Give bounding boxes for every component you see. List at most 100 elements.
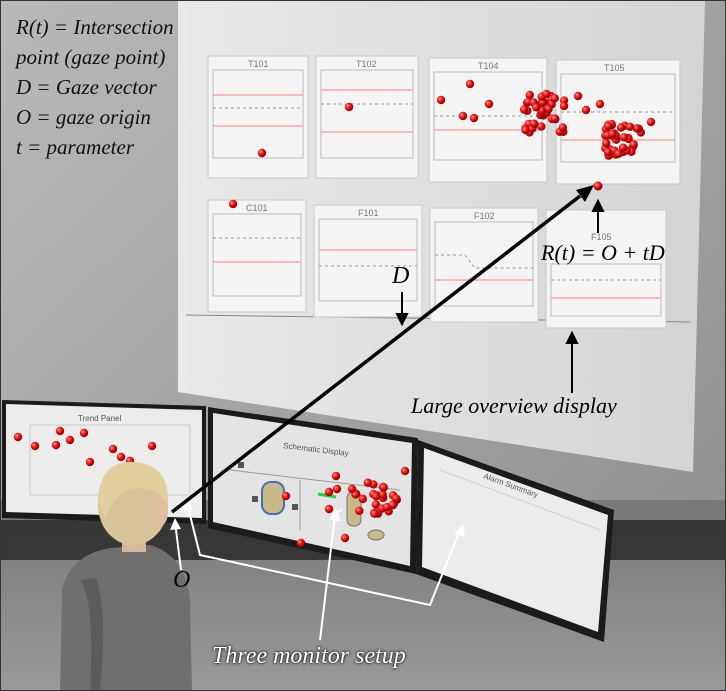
gaze-point-dot <box>257 148 267 158</box>
gaze-vector-arrow <box>170 185 594 514</box>
panel-f101: F101 <box>313 204 423 318</box>
gaze-point-dot <box>521 125 530 135</box>
gaze-point-dot <box>378 490 387 499</box>
gaze-point-dot <box>55 426 65 436</box>
gaze-point-dot <box>436 95 446 105</box>
panel-title-f105: F105 <box>591 232 612 242</box>
gaze-point-dot <box>616 123 626 132</box>
center-monitor: Schematic Display <box>208 407 418 574</box>
gaze-point-dot <box>525 90 534 100</box>
gaze-point-dot <box>228 199 238 209</box>
gaze-point-dot <box>619 133 629 142</box>
gaze-point-dot <box>629 140 638 149</box>
gaze-point-dot <box>358 494 368 504</box>
gaze-point-dot <box>347 484 357 494</box>
pointer-arrowheads <box>170 498 465 537</box>
panel-title-f102: F102 <box>474 211 495 221</box>
display-panels: T101 T102 T104 T105 <box>207 55 681 329</box>
gaze-point-dot <box>65 435 75 445</box>
gaze-point-dot <box>85 457 95 467</box>
gaze-point-dot <box>601 139 611 148</box>
gaze-point-dot <box>344 102 354 112</box>
gaze-point-dot <box>542 89 551 99</box>
gaze-point-dot <box>646 117 656 127</box>
gaze-points-large-display <box>228 79 656 209</box>
gaze-point-dot <box>614 149 623 158</box>
panel-title-t102: T102 <box>356 59 377 69</box>
legend-line-d: D = Gaze vector <box>16 75 157 99</box>
gaze-point-dot <box>108 444 118 454</box>
gaze-point-dot <box>400 466 410 476</box>
gaze-point-dot <box>558 123 567 132</box>
gaze-point-dot <box>379 483 388 492</box>
gaze-point-dot <box>147 441 157 451</box>
gaze-point-dot <box>296 538 306 548</box>
gaze-point-dot <box>281 491 291 501</box>
legend-line-rt: R(t) = Intersection <box>16 15 174 39</box>
gaze-point-dot <box>603 147 613 157</box>
gaze-point-dot <box>355 506 364 515</box>
legend-line-o: O = gaze origin <box>16 105 151 129</box>
gaze-point-dot <box>332 484 342 494</box>
gaze-point-dot <box>458 111 468 121</box>
gaze-point-dot <box>532 103 541 112</box>
gaze-point-dot <box>116 452 126 462</box>
gaze-origin-label: O <box>173 567 191 593</box>
panel-f105: F105 <box>545 209 667 329</box>
gaze-point-dot <box>529 119 539 128</box>
gaze-point-dot <box>573 91 583 101</box>
left-monitor-title: Trend Panel <box>78 414 122 423</box>
legend: R(t) = Intersection point (gaze point) D… <box>16 12 174 162</box>
gaze-point-dot <box>484 99 494 109</box>
gaze-point-dot <box>544 104 553 114</box>
gaze-point-dot <box>388 500 398 510</box>
panel-title-t104: T104 <box>478 61 499 71</box>
gaze-point-dot <box>30 441 40 451</box>
gaze-point-dot <box>632 124 641 133</box>
panel-t102: T102 <box>315 55 419 179</box>
gaze-point-dot <box>469 113 479 123</box>
gaze-point-dot <box>51 440 61 450</box>
gaze-point-dot <box>324 487 334 497</box>
gaze-point-dot <box>371 500 381 509</box>
gaze-point-dot <box>604 121 613 131</box>
right-monitor: Alarm Summary <box>416 440 614 642</box>
gaze-point-dot <box>79 428 89 438</box>
gaze-point-dot <box>363 478 373 487</box>
gaze-point-dot <box>625 122 635 131</box>
panel-title-t101: T101 <box>248 59 269 69</box>
gaze-point-dot <box>371 492 381 501</box>
gaze-point-dot <box>392 494 401 503</box>
gaze-point-dot <box>324 504 334 514</box>
gaze-point-dot <box>618 143 628 152</box>
gaze-point-dot <box>559 101 569 111</box>
gaze-point-dot <box>13 432 23 442</box>
gaze-points-monitors <box>13 426 410 548</box>
gaze-point-dot <box>537 122 546 131</box>
gaze-point-dot <box>581 105 591 115</box>
gaze-point-dot <box>608 129 617 138</box>
intersection-gaze-point <box>593 181 603 191</box>
panel-title-f101: F101 <box>358 208 379 218</box>
panel-t105: T105 <box>555 59 681 185</box>
gaze-vector-label: D <box>392 263 410 289</box>
gaze-point-dot <box>331 471 341 481</box>
legend-line-gaze-point: point (gaze point) <box>16 45 166 69</box>
panel-t101: T101 <box>207 55 309 179</box>
gaze-point-dot <box>550 114 560 123</box>
gaze-point-dot <box>595 99 605 109</box>
gaze-point-dot <box>370 509 379 518</box>
gaze-point-dot <box>340 533 350 543</box>
label-arrows <box>395 198 605 393</box>
panel-title-c101: C101 <box>246 203 268 213</box>
gaze-point-dot <box>519 105 529 114</box>
operator-figure <box>60 461 192 691</box>
panel-c101: C101 <box>207 199 307 313</box>
gaze-point-dot <box>465 79 475 89</box>
legend-line-t: t = parameter <box>16 135 134 159</box>
panel-title-t105: T105 <box>604 63 625 73</box>
three-monitor-label: Three monitor setup <box>212 643 406 669</box>
large-display-label: Large overview display <box>411 393 617 418</box>
